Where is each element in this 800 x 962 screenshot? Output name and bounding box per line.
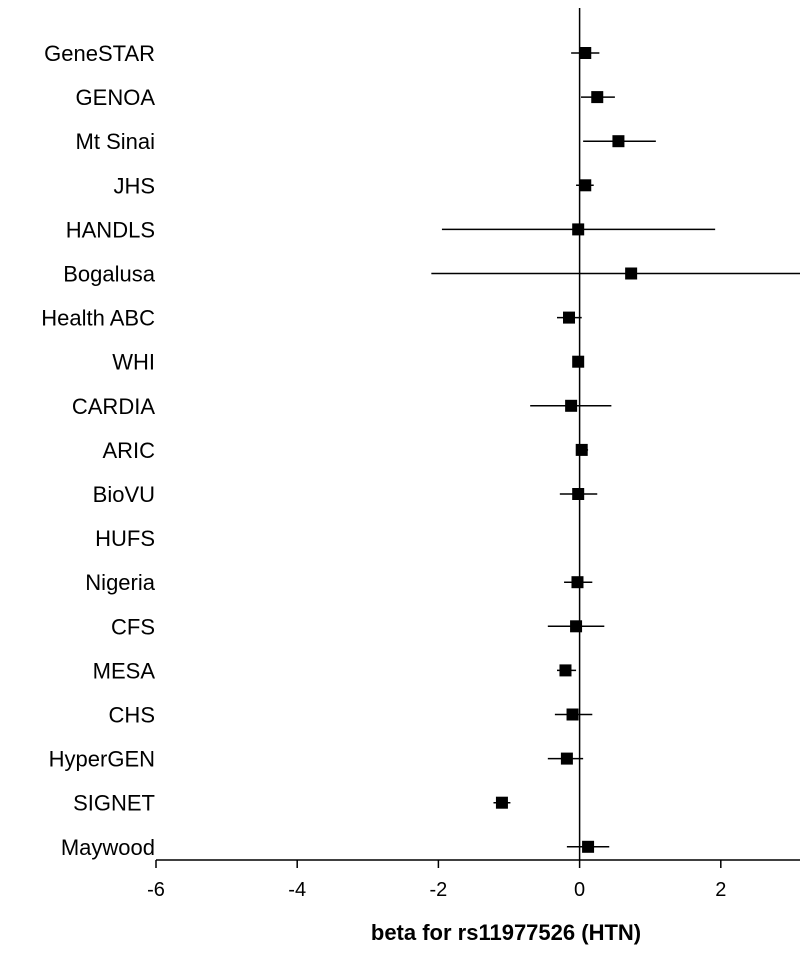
study-label: CARDIA (72, 394, 155, 419)
study-label: JHS (113, 173, 155, 198)
effect-estimate-marker (563, 311, 576, 324)
study-label: Health ABC (41, 306, 155, 331)
effect-estimate-marker (579, 47, 592, 59)
effect-estimate-marker (571, 576, 584, 589)
effect-estimate-marker (565, 399, 578, 412)
effect-estimate-marker (625, 267, 638, 280)
study-label: SIGNET (73, 791, 155, 816)
study-label: MESA (93, 658, 156, 683)
study-label: HANDLS (66, 217, 155, 242)
effect-estimate-marker (572, 223, 585, 236)
effect-estimate-marker (570, 620, 583, 633)
study-label: Nigeria (85, 570, 155, 595)
x-axis: -6-4-2024 (147, 859, 800, 901)
effect-estimate-marker (575, 443, 588, 456)
study-label: WHI (112, 350, 155, 375)
study-label: CHS (109, 703, 155, 728)
study-label: HyperGEN (49, 747, 155, 772)
plot-area (431, 8, 800, 860)
x-axis-title: beta for rs11977526 (HTN) (371, 920, 641, 945)
effect-estimate-marker (572, 355, 585, 368)
effect-estimate-marker (559, 664, 572, 677)
study-label: GeneSTAR (44, 41, 155, 66)
x-tick-label: -2 (430, 879, 448, 901)
effect-estimate-marker (582, 840, 595, 853)
study-labels: GeneSTAR GENOA Mt Sinai JHS HANDLS Bogalusa He… (41, 41, 155, 860)
study-label: ARIC (102, 438, 155, 463)
effect-estimate-marker (560, 752, 573, 765)
x-tick-label: -6 (147, 879, 165, 901)
study-label: HUFS (95, 526, 155, 551)
study-label: GENOA (76, 85, 156, 110)
study-label: BioVU (93, 482, 155, 507)
effect-estimate-marker (495, 796, 508, 809)
study-label: Bogalusa (63, 262, 156, 287)
effect-estimate-marker (612, 135, 625, 148)
effect-estimate-marker (572, 488, 585, 500)
effect-estimate-marker (591, 91, 604, 104)
study-label: Maywood (61, 835, 155, 860)
study-label: Mt Sinai (76, 129, 155, 154)
x-tick-label: 0 (574, 879, 585, 901)
study-label: CFS (111, 614, 155, 639)
effect-estimate-marker (566, 708, 579, 721)
x-tick-label: -4 (288, 879, 306, 901)
x-tick-label: 2 (715, 879, 726, 901)
effect-estimate-marker (579, 179, 592, 192)
